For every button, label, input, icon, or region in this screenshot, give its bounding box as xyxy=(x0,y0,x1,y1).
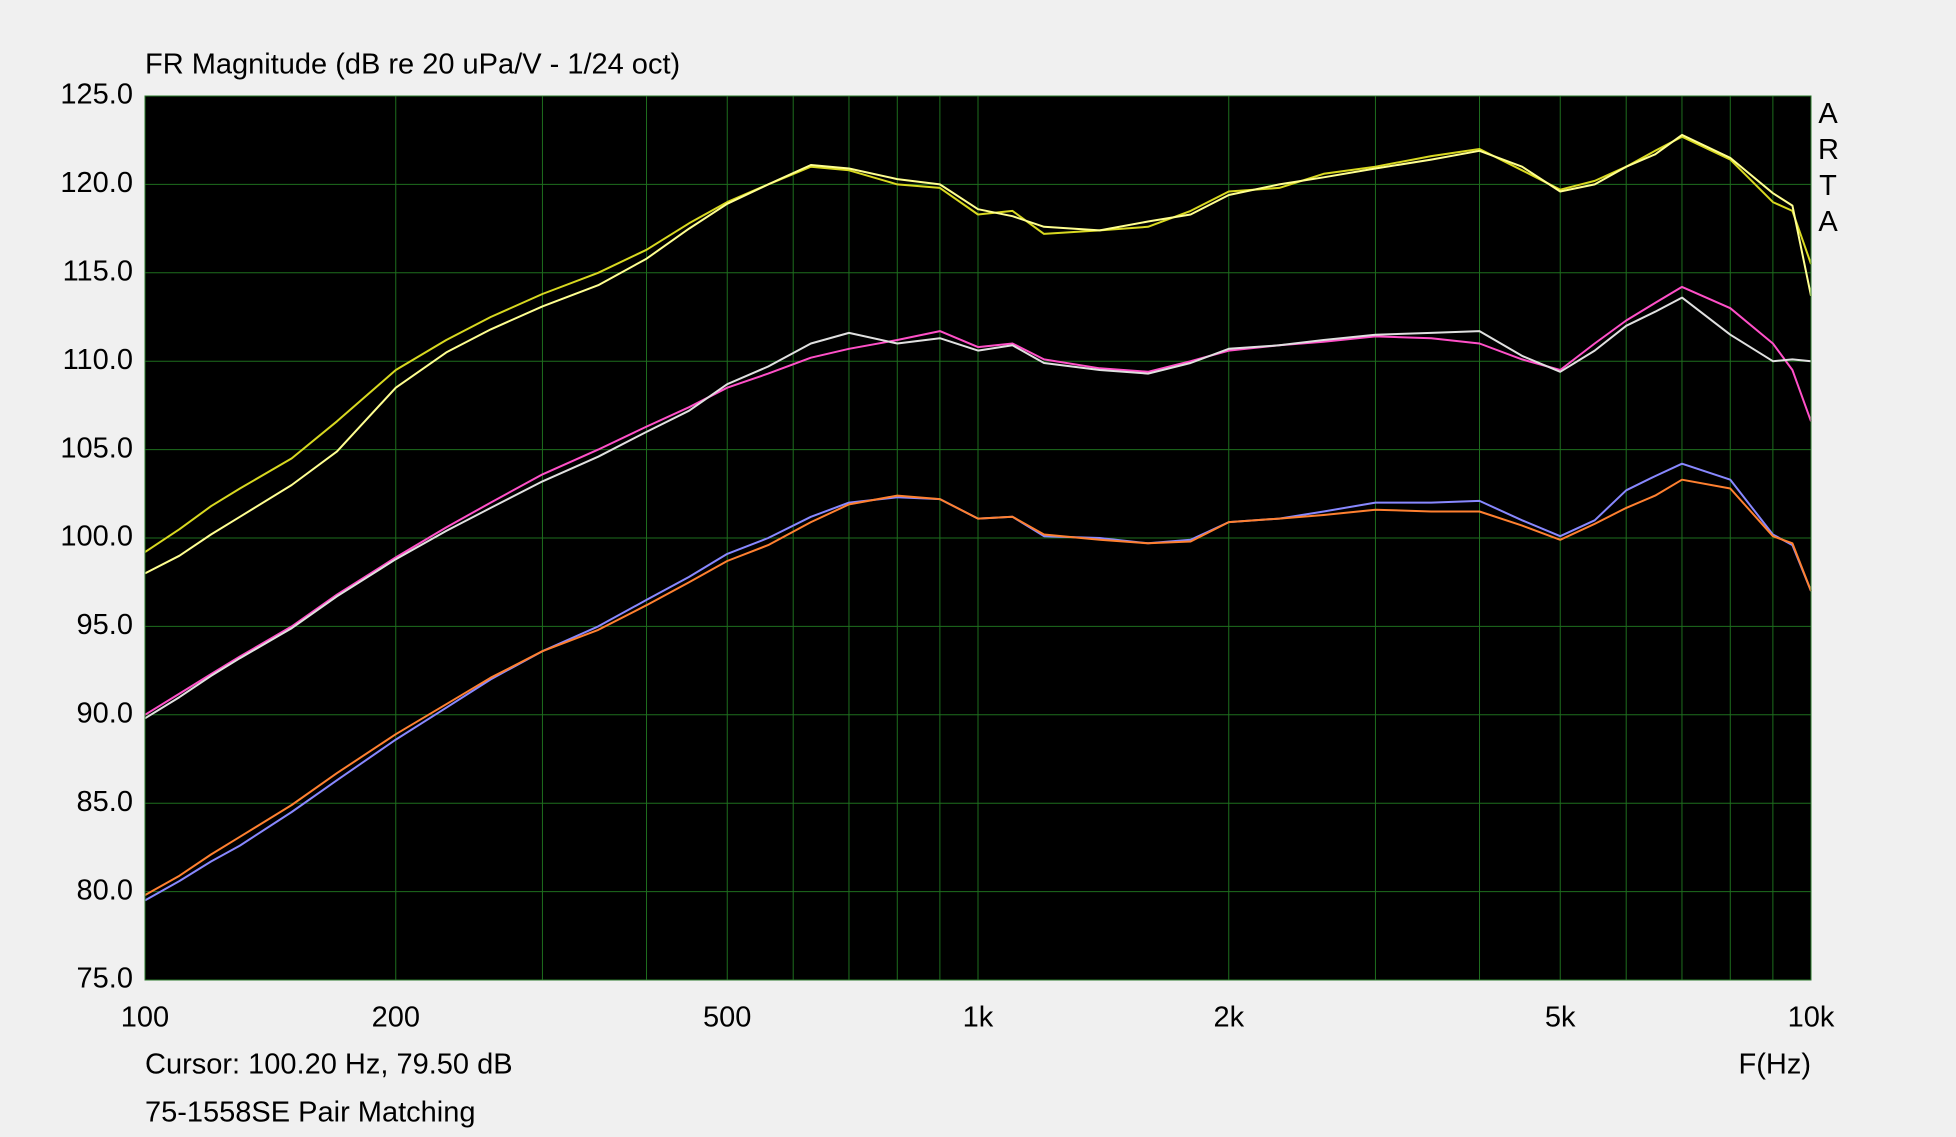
fr-curve xyxy=(144,135,1812,553)
y-tick-label: 100.0 xyxy=(60,521,133,553)
x-tick-label: 500 xyxy=(703,1002,751,1034)
plot-frame xyxy=(144,95,1812,981)
fr-curve xyxy=(144,133,1812,575)
y-tick-label: 105.0 xyxy=(60,432,133,464)
x-tick-label: 200 xyxy=(372,1002,420,1034)
cursor-readout: Cursor: 100.20 Hz, 79.50 dB xyxy=(145,1049,513,1081)
brand: ARTA xyxy=(1818,98,1839,238)
x-tick-label: 100 xyxy=(121,1002,169,1034)
y-tick-label: 95.0 xyxy=(77,609,133,641)
caption: 75-1558SE Pair Matching xyxy=(145,1097,475,1129)
y-tick-label: 85.0 xyxy=(77,786,133,818)
y-tick-label: 125.0 xyxy=(60,79,133,111)
y-tick-label: 75.0 xyxy=(77,963,133,995)
y-tick-label: 80.0 xyxy=(77,874,133,906)
y-tick-label: 90.0 xyxy=(77,697,133,729)
chart-title: FR Magnitude (dB re 20 uPa/V - 1/24 oct) xyxy=(145,49,680,81)
x-axis-label: F(Hz) xyxy=(1739,1049,1811,1081)
x-tick-label: 5k xyxy=(1545,1002,1576,1034)
y-tick-label: 120.0 xyxy=(60,167,133,199)
fr-curve xyxy=(144,478,1812,896)
x-tick-label: 2k xyxy=(1213,1002,1244,1034)
fr-curve xyxy=(144,296,1812,720)
y-tick-label: 115.0 xyxy=(63,255,133,287)
x-tick-label: 10k xyxy=(1788,1002,1835,1034)
fr-curve xyxy=(144,285,1812,716)
x-tick-label: 1k xyxy=(963,1002,994,1034)
y-tick-label: 110.0 xyxy=(63,344,133,376)
